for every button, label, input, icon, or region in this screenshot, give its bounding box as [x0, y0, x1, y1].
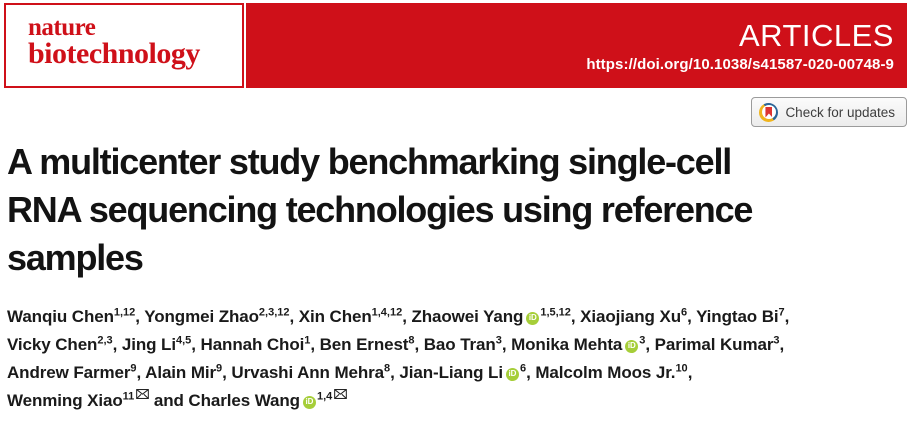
- author-name: Monika Mehta: [511, 335, 623, 354]
- banner-red-area: ARTICLES https://doi.org/10.1038/s41587-…: [246, 3, 907, 88]
- badge-row: Check for updates: [751, 97, 907, 127]
- check-for-updates-label: Check for updates: [785, 104, 895, 120]
- author-name: Zhaowei Yang: [411, 307, 524, 326]
- masthead-banner: nature biotechnology ARTICLES https://do…: [4, 3, 907, 88]
- affiliation-superscript: 1: [304, 334, 311, 347]
- crossmark-icon: [759, 102, 779, 122]
- author-name: Jing Li: [121, 335, 176, 354]
- affiliation-superscript: 2,3,12: [258, 306, 290, 319]
- affiliation-superscript: 1,4,12: [371, 306, 403, 319]
- author-name: Yingtao Bi: [696, 307, 779, 326]
- section-label: ARTICLES: [738, 17, 894, 53]
- author-line: Andrew Farmer9, Alain Mir9, Urvashi Ann …: [7, 362, 693, 382]
- affiliation-superscript: 2,3: [97, 334, 113, 347]
- journal-logo-line2: biotechnology: [28, 37, 200, 70]
- orcid-icon[interactable]: iD: [505, 367, 519, 381]
- author-name: Urvashi Ann Mehra: [231, 363, 385, 382]
- orcid-icon[interactable]: iD: [302, 395, 316, 409]
- orcid-icon[interactable]: iD: [526, 311, 540, 325]
- author-name: Andrew Farmer: [7, 363, 131, 382]
- author-line: Vicky Chen2,3, Jing Li4,5, Hannah Choi1,…: [7, 334, 785, 354]
- title-line-1: A multicenter study benchmarking single-…: [7, 141, 732, 182]
- author-name: Bao Tran: [423, 335, 496, 354]
- author-name: Jian-Liang Li: [399, 363, 503, 382]
- affiliation-superscript: 8: [408, 334, 415, 347]
- affiliation-superscript: 3: [495, 334, 502, 347]
- title-line-3: samples: [7, 237, 144, 278]
- author-line: Wanqiu Chen1,12, Yongmei Zhao2,3,12, Xin…: [7, 306, 790, 326]
- email-icon[interactable]: [136, 389, 150, 399]
- author-byline: Wanqiu Chen1,12, Yongmei Zhao2,3,12, Xin…: [7, 303, 907, 415]
- bookmark-icon: [765, 106, 773, 118]
- affiliation-superscript: 7: [778, 306, 785, 319]
- affiliation-superscript: 1,4: [316, 390, 333, 403]
- affiliation-superscript: 1,5,12: [540, 306, 571, 319]
- affiliation-superscript: 3: [773, 334, 780, 347]
- affiliation-superscript: 9: [130, 362, 137, 375]
- check-for-updates-button[interactable]: Check for updates: [751, 97, 907, 127]
- orcid-icon[interactable]: iD: [625, 339, 639, 353]
- affiliation-superscript: 10: [675, 362, 688, 375]
- email-icon[interactable]: [334, 389, 348, 399]
- author-name: Ben Ernest: [319, 335, 409, 354]
- author-name: Yongmei Zhao: [144, 307, 259, 326]
- affiliation-superscript: 4,5: [175, 334, 192, 347]
- affiliation-superscript: 9: [216, 362, 223, 375]
- doi-link[interactable]: https://doi.org/10.1038/s41587-020-00748…: [586, 55, 894, 73]
- affiliation-superscript: 3: [639, 334, 646, 347]
- journal-logo-line1: nature: [28, 14, 96, 41]
- author-name: Malcolm Moos Jr.: [535, 363, 676, 382]
- journal-logo: nature biotechnology: [4, 3, 244, 88]
- author-name: Wenming Xiao: [7, 391, 123, 410]
- affiliation-superscript: 8: [384, 362, 391, 375]
- title-line-2: RNA sequencing technologies using refere…: [7, 189, 753, 230]
- author-name: Alain Mir: [145, 363, 217, 382]
- affiliation-superscript: 6: [681, 306, 688, 319]
- author-name: Xiaojiang Xu: [580, 307, 681, 326]
- article-title: A multicenter study benchmarking single-…: [7, 138, 887, 282]
- author-line: Wenming Xiao11 and Charles Wang iD 1,4: [7, 387, 907, 415]
- author-name: Charles Wang: [188, 391, 300, 410]
- author-name: Hannah Choi: [200, 335, 305, 354]
- affiliation-superscript: 6: [519, 362, 527, 375]
- author-name: Xin Chen: [298, 307, 372, 326]
- affiliation-superscript: 1,12: [113, 306, 136, 319]
- author-name: Wanqiu Chen: [7, 307, 114, 326]
- author-name: Vicky Chen: [7, 335, 98, 354]
- author-name: Parimal Kumar: [654, 335, 774, 354]
- affiliation-superscript: 11: [122, 390, 135, 403]
